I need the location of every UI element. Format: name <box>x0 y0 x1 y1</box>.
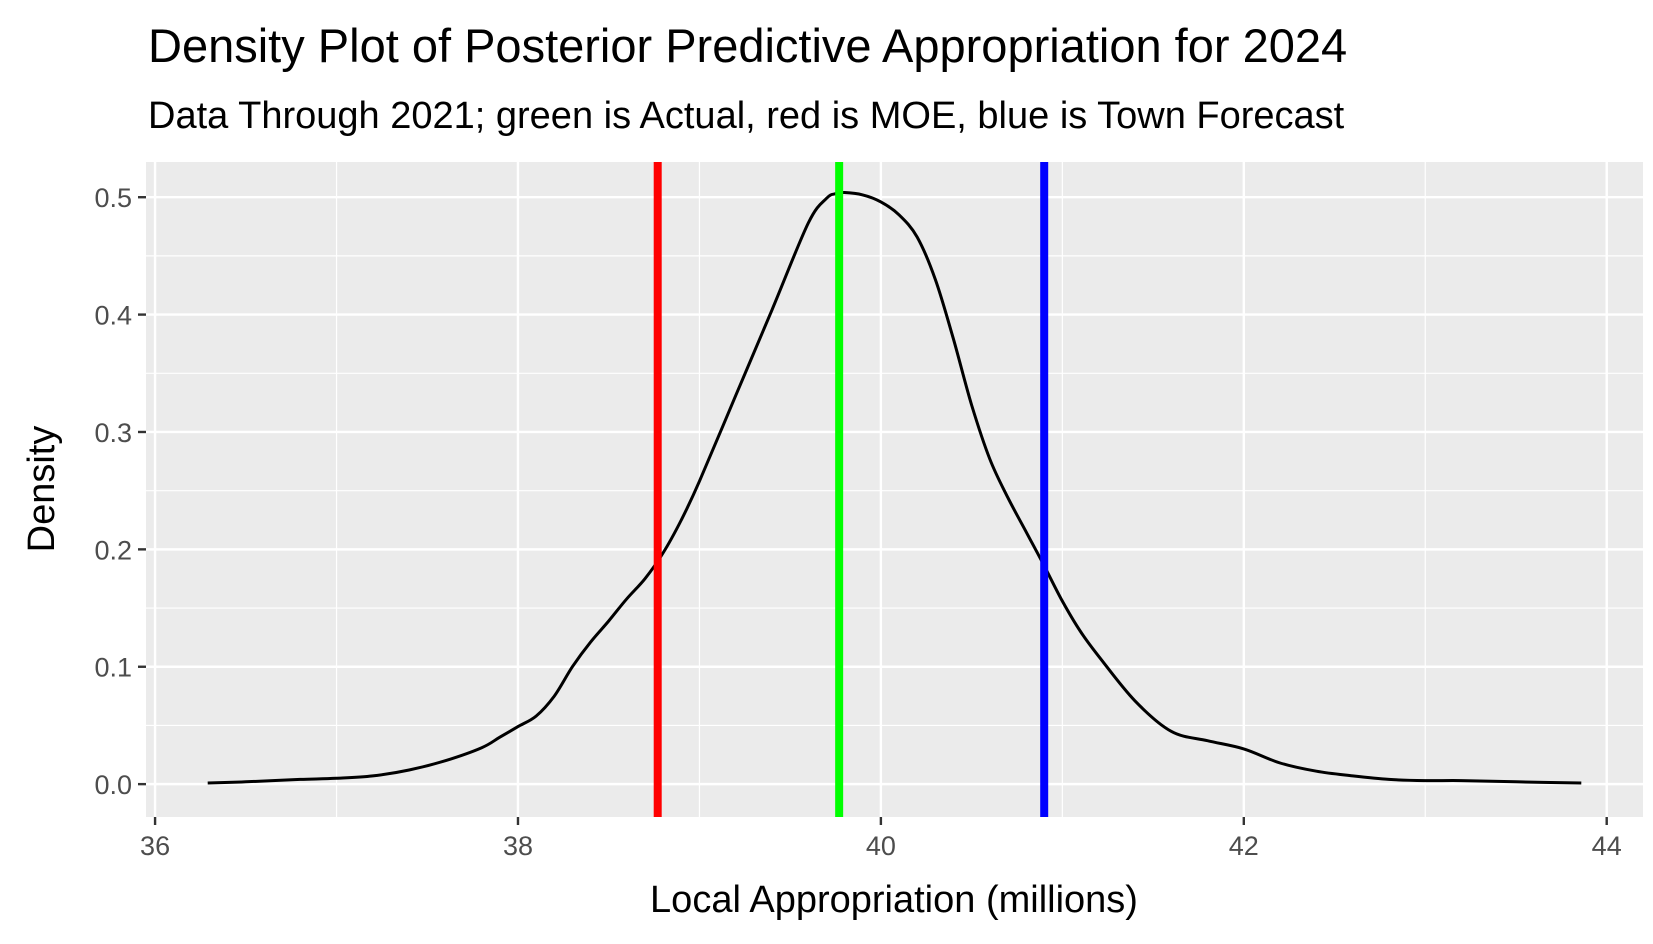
x-tick-label: 44 <box>1592 831 1622 861</box>
y-tick-label: 0.4 <box>94 301 132 331</box>
y-tick-label: 0.2 <box>94 535 132 565</box>
y-tick-label: 0.3 <box>94 418 132 448</box>
y-tick-label: 0.5 <box>94 183 132 213</box>
y-tick-label: 0.0 <box>94 770 132 800</box>
tick-layer: 36 38 40 42 44 0.0 0.1 0.2 0.3 0.4 0.5 <box>94 183 1621 861</box>
density-curve <box>207 190 1582 785</box>
x-tick-label: 42 <box>1229 831 1259 861</box>
x-tick-label: 38 <box>503 831 533 861</box>
x-axis-title: Local Appropriation (millions) <box>650 879 1138 921</box>
x-tick-label: 40 <box>866 831 896 861</box>
grid-layer <box>146 162 1643 817</box>
data-layer <box>207 162 1582 817</box>
x-tick-label: 36 <box>140 831 170 861</box>
chart-subtitle: Data Through 2021; green is Actual, red … <box>148 95 1345 137</box>
chart-title: Density Plot of Posterior Predictive App… <box>148 19 1347 72</box>
y-tick-label: 0.1 <box>94 653 132 683</box>
y-axis-title: Density <box>21 426 63 553</box>
plot-panel <box>146 162 1643 817</box>
